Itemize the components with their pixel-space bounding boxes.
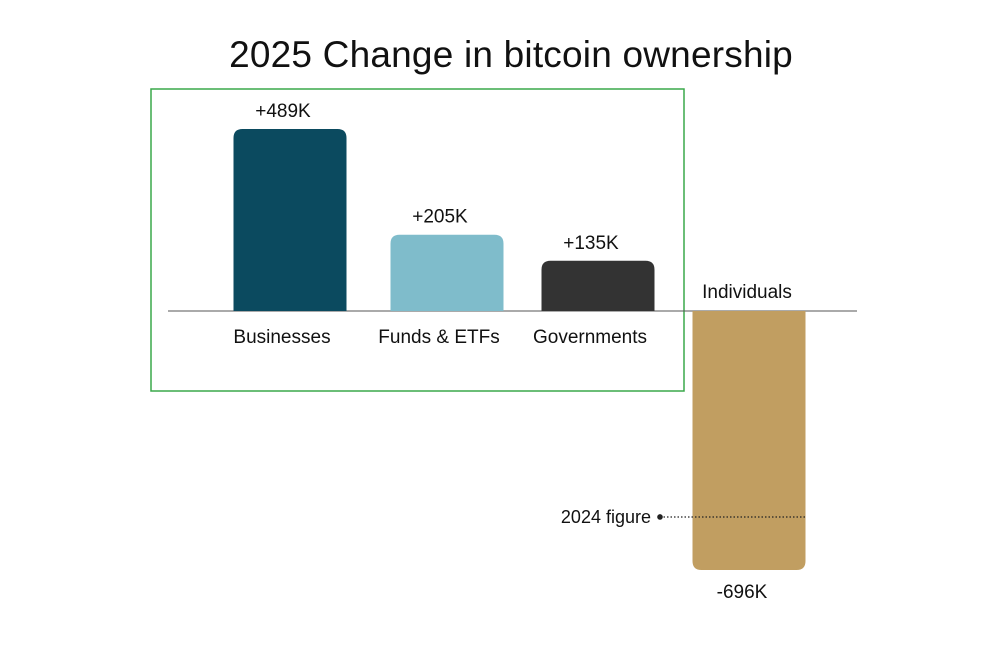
- labels-layer: +489K Businesses +205K Funds & ETFs +135K Gov…: [233, 101, 791, 603]
- category-label-individuals: Individuals: [702, 282, 792, 303]
- annotation-layer: 2024 figure: [561, 507, 806, 527]
- bar-individuals: [692, 311, 806, 571]
- category-label-businesses: Businesses: [233, 327, 330, 348]
- bar-governments: [541, 260, 655, 311]
- annotation-marker-dot: [657, 514, 663, 520]
- bar-funds-etfs: [390, 234, 504, 311]
- annotation-label-2024-figure: 2024 figure: [561, 507, 651, 527]
- chart-title: 2025 Change in bitcoin ownership: [229, 34, 793, 75]
- value-label-businesses: +489K: [255, 101, 311, 122]
- value-label-governments: +135K: [563, 233, 619, 254]
- value-label-funds-etfs: +205K: [412, 207, 468, 228]
- category-label-funds-etfs: Funds & ETFs: [378, 327, 499, 348]
- bars-layer: [233, 129, 806, 571]
- bar-businesses: [233, 129, 347, 311]
- category-label-governments: Governments: [533, 327, 647, 348]
- highlight-box: [150, 88, 685, 392]
- value-label-individuals: -696K: [717, 582, 768, 603]
